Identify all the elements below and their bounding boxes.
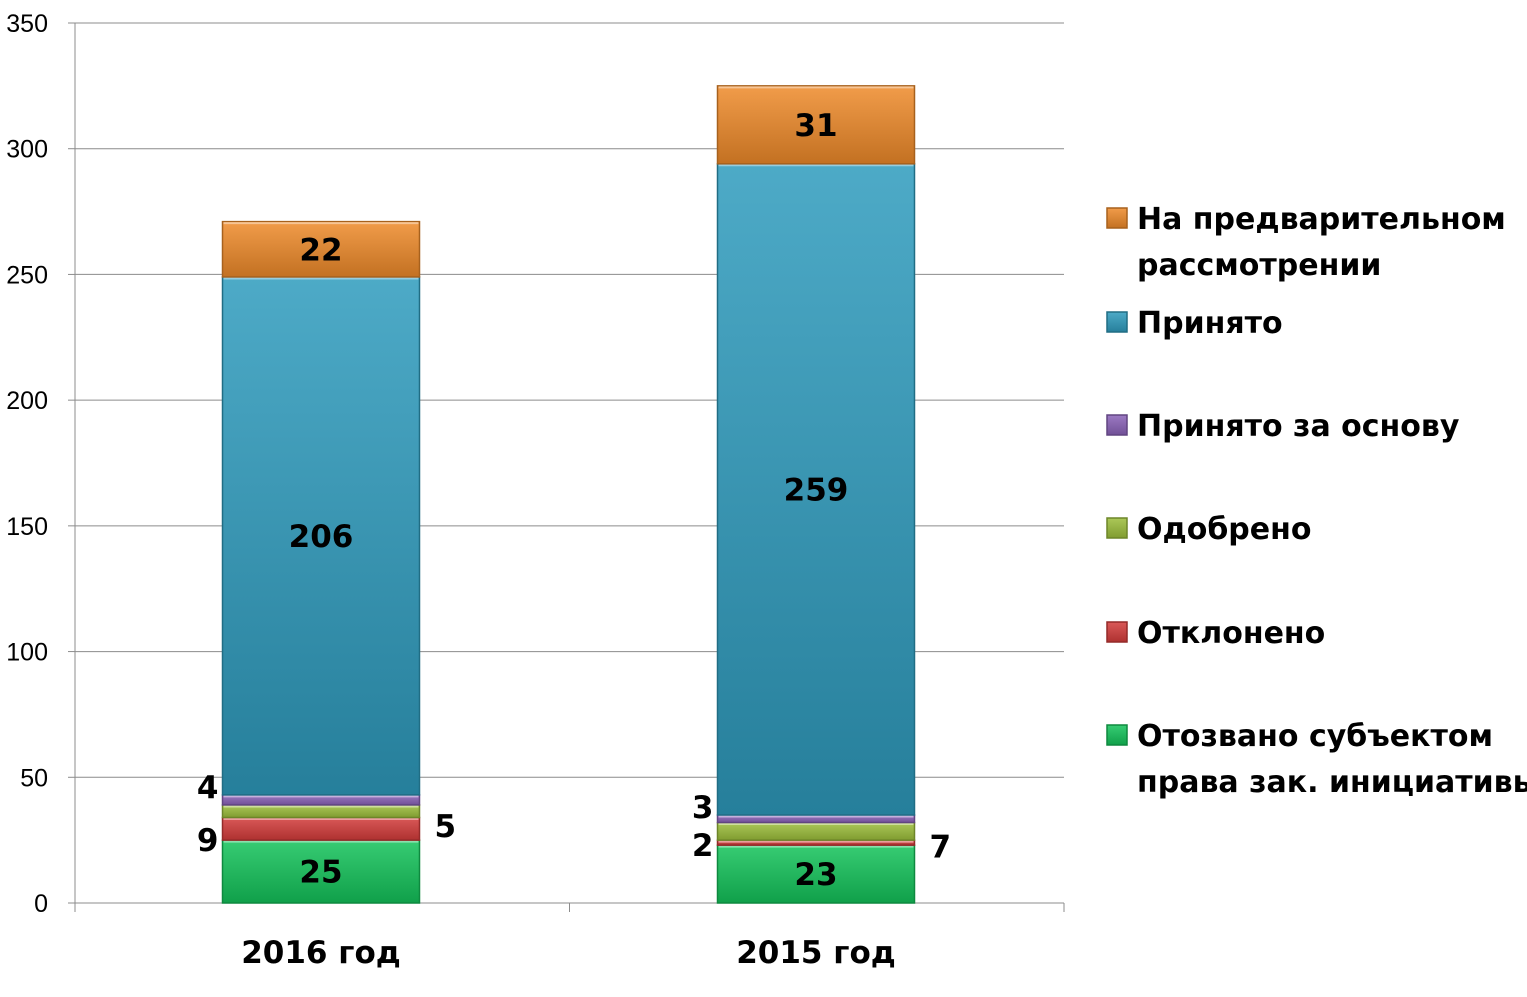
bar-segment xyxy=(221,276,421,796)
bar-segment xyxy=(221,220,421,278)
bar-segment xyxy=(221,816,421,841)
y-tick-label: 350 xyxy=(6,10,48,38)
bar-segment xyxy=(221,839,421,904)
y-tick-label: 250 xyxy=(6,261,48,289)
data-label: 3 xyxy=(692,790,714,826)
legend-label: Принято за основу xyxy=(1137,409,1460,444)
legend-label: Одобрено xyxy=(1137,512,1311,547)
bar-segment xyxy=(716,844,916,904)
y-tick-label: 300 xyxy=(6,136,48,164)
legend-swatch xyxy=(1106,311,1128,333)
y-tick-label: 50 xyxy=(20,764,48,792)
legend-label: Отклонено xyxy=(1137,616,1325,651)
data-label: 2 xyxy=(692,828,714,864)
legend: На предварительном рассмотрении Принято При… xyxy=(1106,202,1527,800)
data-label: 5 xyxy=(435,809,457,845)
legend-swatch xyxy=(1106,724,1128,746)
y-tick-label: 150 xyxy=(6,513,48,541)
y-tick-label: 100 xyxy=(6,639,48,667)
data-label: 7 xyxy=(930,829,952,865)
data-label: 31 xyxy=(794,108,837,144)
data-label: 23 xyxy=(794,857,837,893)
legend-swatch xyxy=(1106,207,1128,229)
legend-swatch xyxy=(1106,414,1128,436)
data-label: 4 xyxy=(197,770,219,806)
legend-label: На предварительном рассмотрении xyxy=(1137,202,1506,283)
legend-label: Принято xyxy=(1137,306,1283,341)
x-category-label: 2015 год xyxy=(736,935,896,971)
legend-swatch xyxy=(1106,517,1128,539)
data-label: 22 xyxy=(299,232,342,268)
x-category-label: 2016 год xyxy=(241,935,401,971)
bar-segment xyxy=(716,821,916,841)
bar-segment xyxy=(716,85,916,165)
bar-segment xyxy=(716,163,916,816)
data-label: 9 xyxy=(197,823,219,859)
legend-swatch xyxy=(1106,621,1128,643)
y-tick-label: 200 xyxy=(6,387,48,415)
y-tick-label: 0 xyxy=(34,890,48,918)
data-label: 206 xyxy=(289,519,354,555)
bars xyxy=(221,85,916,904)
legend-label: Отозвано субъектом права зак. инициативы xyxy=(1137,719,1527,800)
data-label: 259 xyxy=(784,472,849,508)
data-label: 25 xyxy=(299,855,342,891)
